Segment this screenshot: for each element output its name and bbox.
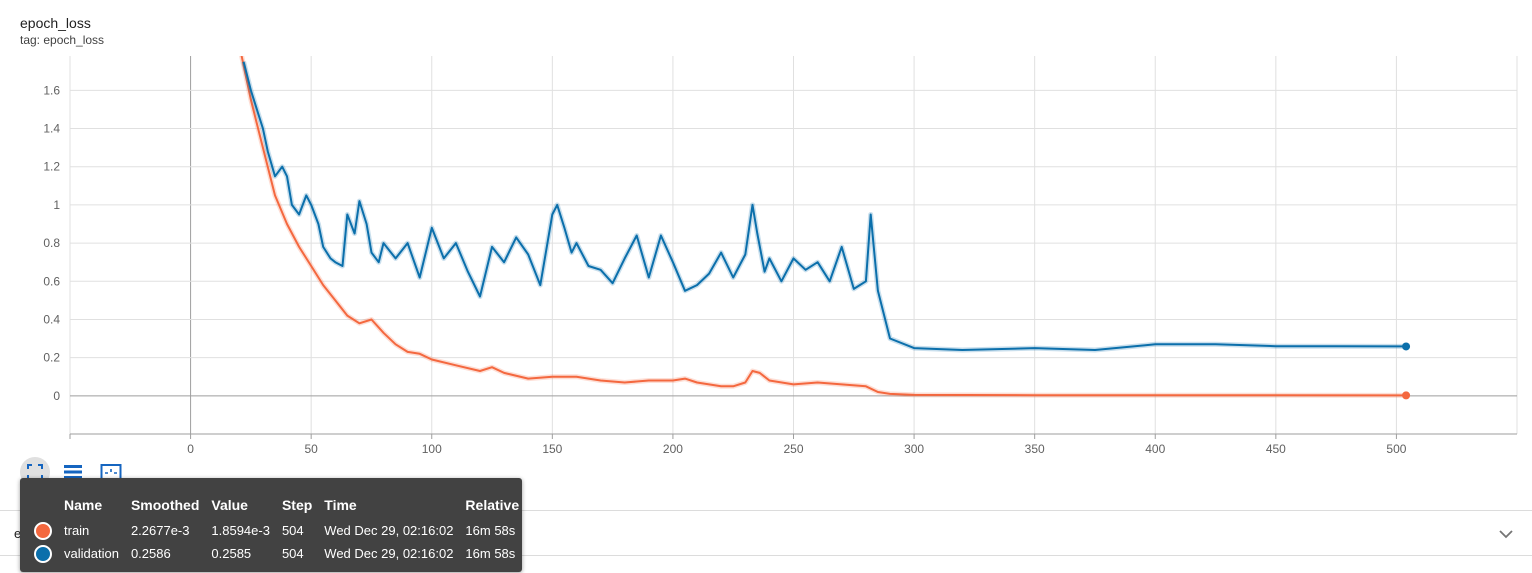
list-icon xyxy=(64,465,82,479)
tooltip-header-time: Time xyxy=(324,497,357,513)
tooltip-raw-value: 0.2585 xyxy=(211,546,252,561)
y-tick-label: 0.8 xyxy=(43,236,60,250)
train-end-point xyxy=(1402,391,1411,400)
x-tick-label: 50 xyxy=(304,442,318,456)
y-tick-label: 1.4 xyxy=(43,122,60,136)
tooltip-series-name: validation xyxy=(64,546,119,561)
tooltip-header-relative: Relative xyxy=(465,497,520,513)
x-tick-label: 350 xyxy=(1025,442,1045,456)
tooltip-header-value: Value xyxy=(211,497,248,513)
y-tick-label: 0.4 xyxy=(43,312,60,326)
x-tick-label: 100 xyxy=(422,442,442,456)
tooltip-raw-value: 1.8594e-3 xyxy=(211,523,270,538)
loss-chart[interactable]: 0 50 100 150 200 250 300 350 400 450 500 0 0.2 0.4 0.6… xyxy=(0,0,1532,460)
tooltip-swatch-cell xyxy=(28,519,58,542)
train-line xyxy=(240,56,1407,397)
tooltip-step: 504 xyxy=(281,523,304,538)
y-tick-label: 0.6 xyxy=(43,274,60,288)
y-tick-label: 1.2 xyxy=(43,160,60,174)
chart-title: epoch_loss xyxy=(20,15,91,31)
tooltip-table: Name Smoothed Value Step Time Relative t… xyxy=(28,496,525,565)
tooltip-row-train: train 2.2677e-3 1.8594e-3 504 Wed Dec 29… xyxy=(28,519,525,542)
x-tick-label: 500 xyxy=(1386,442,1406,456)
tooltip-time: Wed Dec 29, 02:16:02 xyxy=(324,546,454,561)
validation-raw-line xyxy=(241,61,1407,353)
validation-end-point xyxy=(1402,342,1411,351)
card-divider-top xyxy=(0,510,1532,511)
tooltip-row-validation: validation 0.2586 0.2585 504 Wed Dec 29,… xyxy=(28,542,525,565)
tooltip-header-name: Name xyxy=(64,497,103,513)
list-view-button[interactable] xyxy=(58,457,88,487)
x-tick-label: 300 xyxy=(904,442,924,456)
train-color-dot xyxy=(34,521,52,540)
x-tick-label: 250 xyxy=(783,442,803,456)
tooltip-time: Wed Dec 29, 02:16:02 xyxy=(324,523,454,538)
x-tick-label: 450 xyxy=(1266,442,1286,456)
tooltip-series-name: train xyxy=(64,523,90,538)
validation-line xyxy=(242,61,1407,351)
y-tick-label: 1 xyxy=(53,198,60,212)
chevron-down-icon[interactable] xyxy=(1496,524,1516,544)
y-tick-label: 0.2 xyxy=(43,351,60,365)
tooltip-relative: 16m 58s xyxy=(465,546,516,561)
tooltip-swatch-cell xyxy=(28,542,58,565)
x-tick-label: 150 xyxy=(542,442,562,456)
x-tick-label: 200 xyxy=(663,442,683,456)
x-tick-label: 400 xyxy=(1145,442,1165,456)
x-tick-label: 0 xyxy=(187,442,194,456)
chart-tag: tag: epoch_loss xyxy=(20,33,105,47)
tooltip-step: 504 xyxy=(281,546,304,561)
series-tooltip: Name Smoothed Value Step Time Relative t… xyxy=(20,478,522,572)
tooltip-color-header xyxy=(28,496,58,519)
tooltip-relative: 16m 58s xyxy=(465,523,516,538)
y-tick-label: 1.6 xyxy=(43,83,60,97)
tooltip-smoothed-value: 0.2586 xyxy=(130,546,171,561)
fit-domain-icon xyxy=(27,464,43,480)
tooltip-smoothed-value: 2.2677e-3 xyxy=(130,523,190,538)
tooltip-header-smoothed: Smoothed xyxy=(130,497,200,513)
card-divider-bottom xyxy=(0,555,1532,556)
y-tick-label: 0 xyxy=(53,389,60,403)
tooltip-header-step: Step xyxy=(281,497,313,513)
validation-color-dot xyxy=(34,544,52,563)
